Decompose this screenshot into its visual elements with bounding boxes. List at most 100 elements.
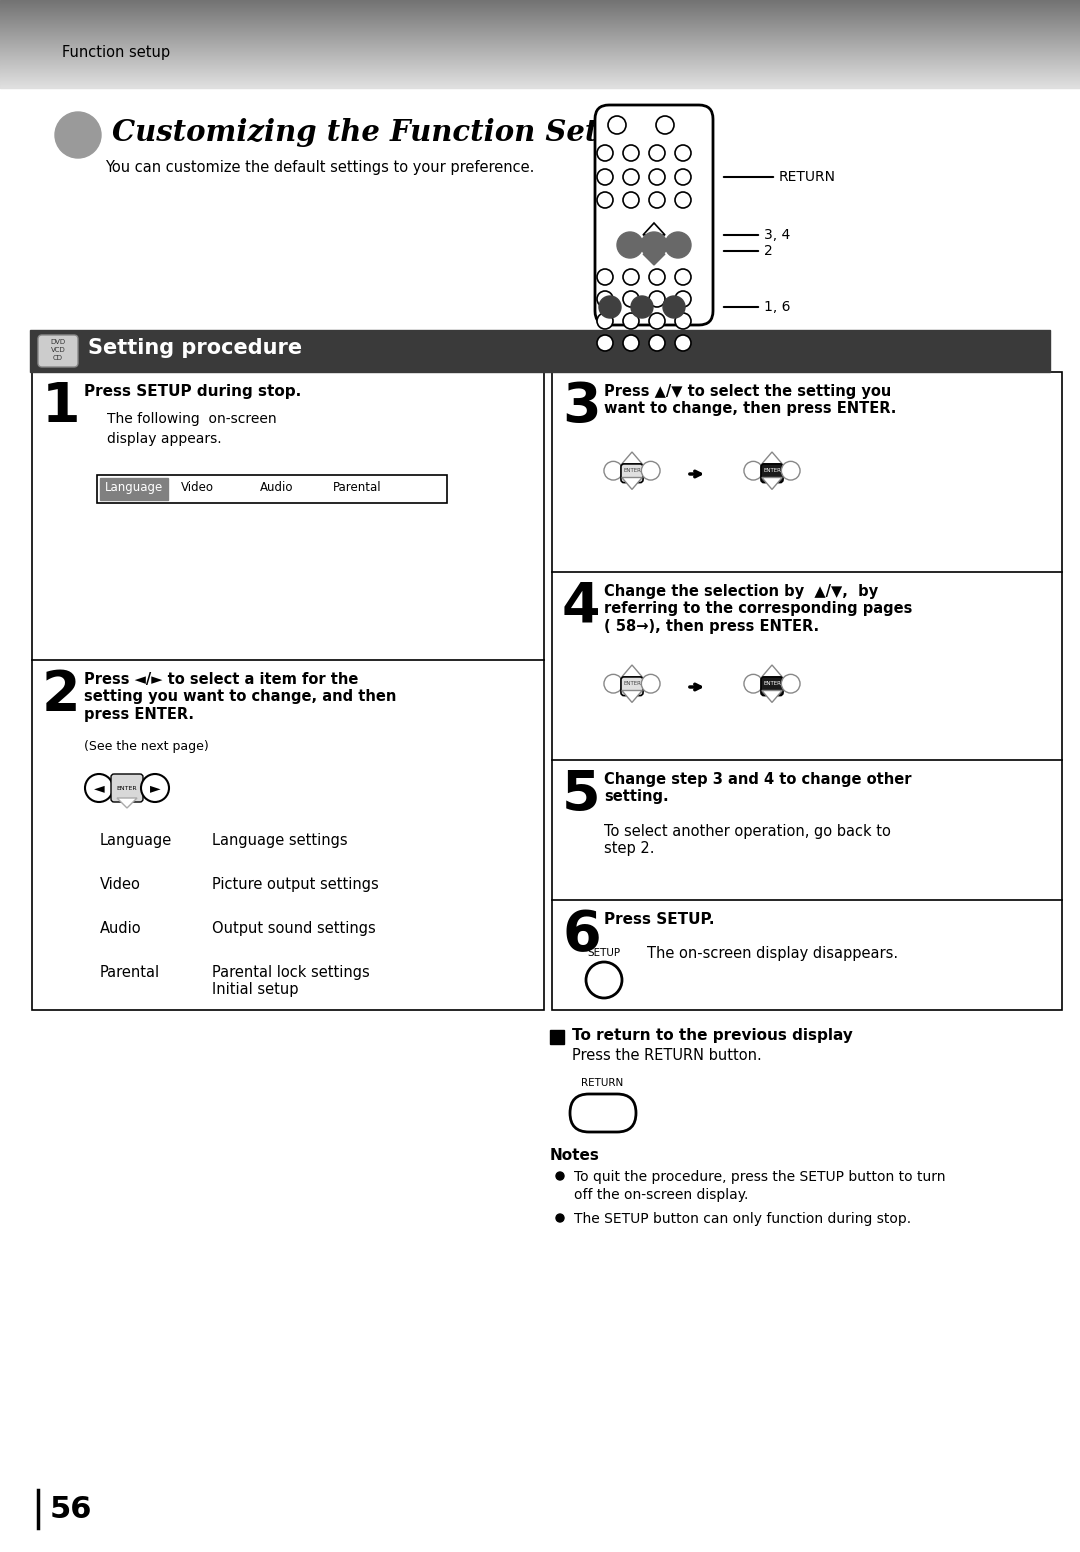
Text: Language: Language — [100, 833, 172, 847]
Text: Press ◄/► to select a item for the
setting you want to change, and then
press EN: Press ◄/► to select a item for the setti… — [84, 672, 396, 722]
Text: Press ▲/▼ to select the setting you
want to change, then press ENTER.: Press ▲/▼ to select the setting you want… — [604, 383, 896, 416]
Circle shape — [665, 231, 691, 258]
Circle shape — [55, 112, 102, 158]
Text: 6: 6 — [562, 908, 600, 962]
Text: Customizing the Function Settings: Customizing the Function Settings — [112, 118, 680, 147]
Circle shape — [631, 296, 653, 318]
Circle shape — [556, 1214, 564, 1221]
Circle shape — [649, 314, 665, 329]
Text: Language: Language — [105, 481, 163, 494]
Circle shape — [649, 192, 665, 208]
Circle shape — [623, 292, 639, 307]
Text: VCD: VCD — [51, 348, 66, 352]
Bar — [100, 478, 168, 500]
Text: To quit the procedure, press the SETUP button to turn
off the on-screen display.: To quit the procedure, press the SETUP b… — [573, 1170, 945, 1203]
Text: RETURN: RETURN — [779, 171, 836, 185]
Circle shape — [586, 962, 622, 998]
Text: Output sound settings: Output sound settings — [212, 920, 376, 936]
Text: 1, 6: 1, 6 — [764, 300, 791, 314]
Polygon shape — [761, 452, 782, 464]
Text: Video: Video — [100, 877, 140, 892]
Bar — [552, 372, 1062, 1010]
Text: Change the selection by  ▲/▼,  by
referring to the corresponding pages
( 58→), t: Change the selection by ▲/▼, by referrin… — [604, 584, 913, 633]
Text: Function setup: Function setup — [62, 45, 171, 59]
Bar — [97, 475, 447, 503]
Text: 56: 56 — [50, 1496, 93, 1524]
Circle shape — [744, 461, 762, 480]
Circle shape — [649, 144, 665, 161]
Text: Change step 3 and 4 to change other
setting.: Change step 3 and 4 to change other sett… — [604, 771, 912, 804]
Text: ENTER: ENTER — [623, 469, 640, 473]
Circle shape — [597, 268, 613, 286]
Bar — [32, 372, 544, 1010]
Text: Language settings: Language settings — [212, 833, 348, 847]
Text: ENTER: ENTER — [764, 681, 781, 686]
Text: ENTER: ENTER — [623, 681, 640, 686]
Circle shape — [642, 461, 660, 480]
Text: 1: 1 — [42, 380, 81, 435]
Circle shape — [597, 192, 613, 208]
Polygon shape — [622, 452, 643, 464]
Polygon shape — [643, 223, 665, 234]
Polygon shape — [622, 478, 643, 489]
Text: 3: 3 — [562, 380, 600, 435]
Circle shape — [642, 231, 667, 258]
Text: Press SETUP.: Press SETUP. — [604, 913, 715, 927]
Text: Parental lock settings
Initial setup: Parental lock settings Initial setup — [212, 965, 369, 998]
Text: (See the next page): (See the next page) — [84, 740, 208, 753]
Circle shape — [597, 169, 613, 185]
Text: ENTER: ENTER — [764, 469, 781, 473]
Circle shape — [623, 314, 639, 329]
Circle shape — [141, 774, 168, 802]
Circle shape — [604, 675, 623, 694]
Polygon shape — [622, 664, 643, 677]
Text: Notes: Notes — [550, 1148, 599, 1162]
Circle shape — [604, 461, 623, 480]
Polygon shape — [117, 798, 137, 809]
FancyBboxPatch shape — [595, 106, 713, 324]
Text: 3, 4: 3, 4 — [764, 228, 791, 242]
Circle shape — [781, 461, 800, 480]
Text: 2: 2 — [764, 244, 773, 258]
Circle shape — [623, 192, 639, 208]
Bar — [30, 331, 1050, 372]
Circle shape — [649, 268, 665, 286]
Circle shape — [623, 144, 639, 161]
Circle shape — [649, 335, 665, 351]
Text: To select another operation, go back to
step 2.: To select another operation, go back to … — [604, 824, 891, 857]
Text: The SETUP button can only function during stop.: The SETUP button can only function durin… — [573, 1212, 912, 1226]
Circle shape — [675, 268, 691, 286]
Text: The following  on-screen
display appears.: The following on-screen display appears. — [107, 411, 276, 445]
FancyBboxPatch shape — [570, 1094, 636, 1131]
Text: RETURN: RETURN — [581, 1079, 623, 1088]
Text: 4: 4 — [562, 580, 600, 635]
FancyBboxPatch shape — [38, 335, 78, 366]
Text: Picture output settings: Picture output settings — [212, 877, 379, 892]
Text: Audio: Audio — [260, 481, 294, 494]
Text: ◄: ◄ — [94, 781, 105, 795]
Circle shape — [781, 675, 800, 694]
Circle shape — [656, 116, 674, 133]
Circle shape — [608, 116, 626, 133]
Text: Parental: Parental — [333, 481, 381, 494]
Circle shape — [649, 169, 665, 185]
Text: To return to the previous display: To return to the previous display — [572, 1027, 853, 1043]
Bar — [550, 1031, 564, 1044]
Circle shape — [617, 231, 643, 258]
Circle shape — [597, 314, 613, 329]
Circle shape — [675, 169, 691, 185]
Circle shape — [675, 192, 691, 208]
Text: Press SETUP during stop.: Press SETUP during stop. — [84, 383, 301, 399]
Text: ENTER: ENTER — [117, 787, 137, 792]
Text: You can customize the default settings to your preference.: You can customize the default settings t… — [105, 160, 535, 175]
Circle shape — [623, 169, 639, 185]
FancyBboxPatch shape — [621, 464, 643, 483]
Text: Parental: Parental — [100, 965, 160, 979]
Circle shape — [623, 268, 639, 286]
Text: DVD: DVD — [51, 338, 66, 345]
Polygon shape — [622, 691, 643, 703]
Text: Setting procedure: Setting procedure — [87, 338, 302, 359]
Text: Video: Video — [180, 481, 214, 494]
Text: 2: 2 — [42, 667, 81, 722]
Circle shape — [597, 335, 613, 351]
